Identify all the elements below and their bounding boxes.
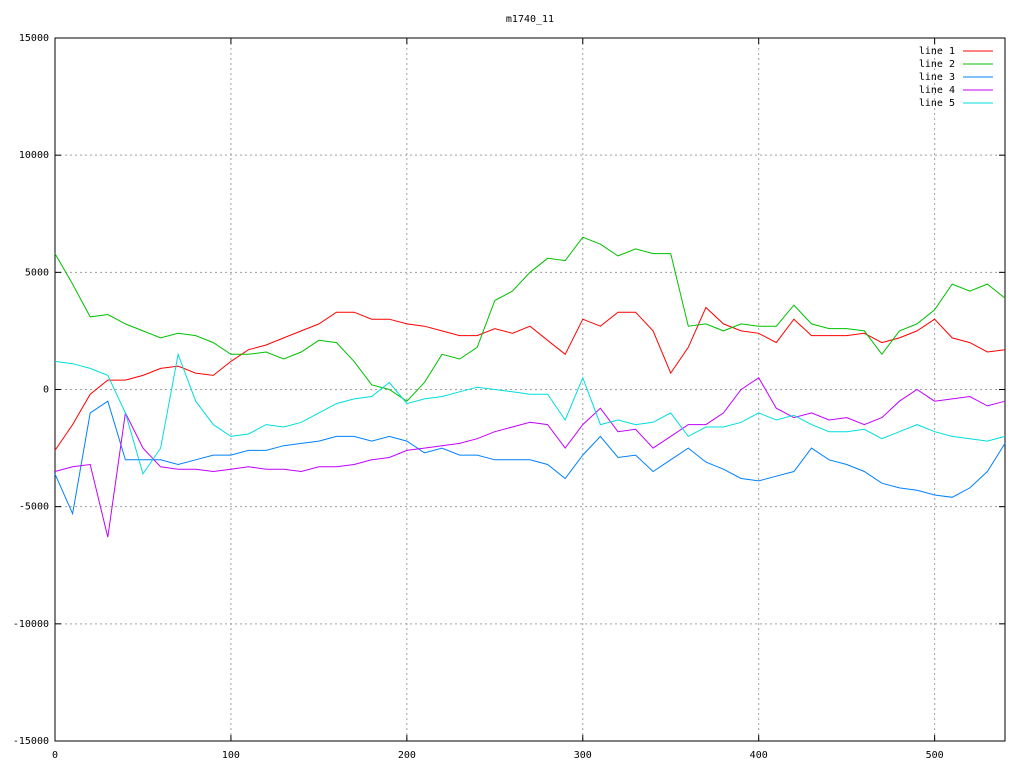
x-tick-label: 100 xyxy=(222,750,240,761)
y-tick-label: 15000 xyxy=(19,33,49,44)
legend-label: line 3 xyxy=(919,72,955,83)
series-line xyxy=(54,400,1006,516)
series-line xyxy=(54,306,1006,451)
y-tick-label: 10000 xyxy=(19,150,49,161)
y-tick-label: -5000 xyxy=(19,502,49,513)
legend-label: line 2 xyxy=(919,59,955,70)
x-tick-label: 400 xyxy=(750,750,768,761)
legend-label: line 1 xyxy=(919,46,955,57)
x-tick-label: 500 xyxy=(926,750,944,761)
legend-label: line 4 xyxy=(919,85,955,96)
series-line xyxy=(54,352,1006,476)
legend-label: line 5 xyxy=(919,98,955,109)
x-tick-label: 300 xyxy=(574,750,592,761)
y-tick-label: -15000 xyxy=(13,736,49,747)
x-tick-label: 0 xyxy=(52,750,58,761)
y-tick-label: 0 xyxy=(43,385,49,396)
y-tick-label: -10000 xyxy=(13,619,49,630)
chart-title: m1740_11 xyxy=(506,14,554,25)
x-tick-label: 200 xyxy=(398,750,416,761)
y-tick-label: 5000 xyxy=(25,267,49,278)
series-line xyxy=(54,236,1006,402)
series-line xyxy=(54,377,1006,538)
